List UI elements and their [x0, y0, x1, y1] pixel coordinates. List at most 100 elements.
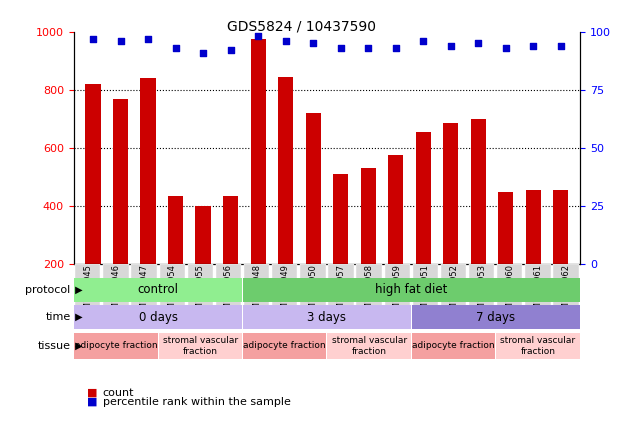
Text: 0 days: 0 days: [138, 311, 178, 324]
Bar: [159, 332, 242, 359]
Text: GSM1600045: GSM1600045: [83, 264, 92, 320]
Point: [88, 36, 98, 42]
Text: ▶: ▶: [72, 341, 83, 351]
Bar: [526, 190, 541, 323]
Bar: [74, 305, 242, 330]
Point: [390, 45, 401, 52]
Text: GSM1600046: GSM1600046: [112, 264, 121, 320]
Bar: [196, 206, 211, 323]
Point: [253, 33, 263, 40]
Bar: [497, 264, 522, 319]
Bar: [306, 113, 320, 323]
Bar: [103, 264, 129, 319]
Bar: [496, 332, 579, 359]
Text: GSM1600055: GSM1600055: [196, 264, 205, 320]
Text: ▶: ▶: [72, 285, 83, 295]
Bar: [498, 192, 513, 323]
Text: GSM1600047: GSM1600047: [140, 264, 149, 320]
Bar: [441, 264, 466, 319]
Bar: [140, 78, 156, 323]
Text: GSM1600062: GSM1600062: [562, 264, 570, 320]
Bar: [278, 77, 293, 323]
Bar: [272, 264, 297, 319]
Bar: [244, 264, 269, 319]
Bar: [243, 277, 579, 302]
Bar: [525, 264, 551, 319]
Bar: [223, 196, 238, 323]
Text: GDS5824 / 10437590: GDS5824 / 10437590: [227, 19, 376, 33]
Point: [115, 38, 126, 44]
Text: control: control: [138, 283, 179, 296]
Bar: [553, 190, 569, 323]
Bar: [443, 124, 458, 323]
Text: adipocyte fraction: adipocyte fraction: [412, 341, 495, 350]
Bar: [74, 332, 158, 359]
Point: [501, 45, 511, 52]
Text: percentile rank within the sample: percentile rank within the sample: [103, 397, 290, 407]
Bar: [243, 332, 326, 359]
Text: GSM1600061: GSM1600061: [533, 264, 542, 320]
Bar: [469, 264, 494, 319]
Text: GSM1600059: GSM1600059: [393, 264, 402, 320]
Text: ■: ■: [87, 387, 97, 398]
Text: 3 days: 3 days: [308, 311, 346, 324]
Point: [363, 45, 373, 52]
Bar: [356, 264, 382, 319]
Bar: [413, 264, 438, 319]
Text: GSM1600048: GSM1600048: [252, 264, 261, 320]
Text: adipocyte fraction: adipocyte fraction: [244, 341, 326, 350]
Bar: [131, 264, 156, 319]
Bar: [415, 132, 431, 323]
Bar: [113, 99, 128, 323]
Bar: [168, 196, 183, 323]
Text: ▶: ▶: [72, 312, 83, 322]
Point: [445, 42, 456, 49]
Bar: [300, 264, 326, 319]
Bar: [328, 264, 354, 319]
Point: [198, 49, 208, 56]
Text: stromal vascular
fraction: stromal vascular fraction: [331, 336, 406, 355]
Point: [143, 36, 153, 42]
Text: 7 days: 7 days: [476, 311, 515, 324]
Text: GSM1600051: GSM1600051: [421, 264, 430, 320]
Text: GSM1600052: GSM1600052: [449, 264, 458, 320]
Text: GSM1600053: GSM1600053: [477, 264, 486, 320]
Bar: [470, 119, 486, 323]
Point: [308, 40, 319, 47]
Bar: [388, 155, 403, 323]
Text: time: time: [46, 312, 71, 322]
Point: [226, 47, 236, 54]
Bar: [216, 264, 241, 319]
Text: GSM1600056: GSM1600056: [224, 264, 233, 320]
Text: stromal vascular
fraction: stromal vascular fraction: [163, 336, 238, 355]
Bar: [333, 174, 348, 323]
Bar: [361, 168, 376, 323]
Bar: [188, 264, 213, 319]
Bar: [160, 264, 185, 319]
Text: adipocyte fraction: adipocyte fraction: [74, 341, 157, 350]
Bar: [412, 332, 495, 359]
Bar: [553, 264, 579, 319]
Text: count: count: [103, 387, 134, 398]
Text: GSM1600050: GSM1600050: [308, 264, 317, 320]
Bar: [75, 264, 101, 319]
Bar: [412, 305, 579, 330]
Text: tissue: tissue: [38, 341, 71, 351]
Text: GSM1600058: GSM1600058: [365, 264, 374, 320]
Bar: [74, 277, 242, 302]
Text: ■: ■: [87, 397, 97, 407]
Point: [171, 45, 181, 52]
Text: GSM1600057: GSM1600057: [337, 264, 345, 320]
Text: GSM1600054: GSM1600054: [168, 264, 177, 320]
Bar: [328, 332, 411, 359]
Text: high fat diet: high fat diet: [375, 283, 447, 296]
Bar: [85, 84, 101, 323]
Point: [528, 42, 538, 49]
Point: [556, 42, 566, 49]
Bar: [385, 264, 410, 319]
Point: [335, 45, 345, 52]
Text: stromal vascular
fraction: stromal vascular fraction: [501, 336, 576, 355]
Text: GSM1600049: GSM1600049: [280, 264, 289, 320]
Bar: [251, 39, 265, 323]
Text: protocol: protocol: [25, 285, 71, 295]
